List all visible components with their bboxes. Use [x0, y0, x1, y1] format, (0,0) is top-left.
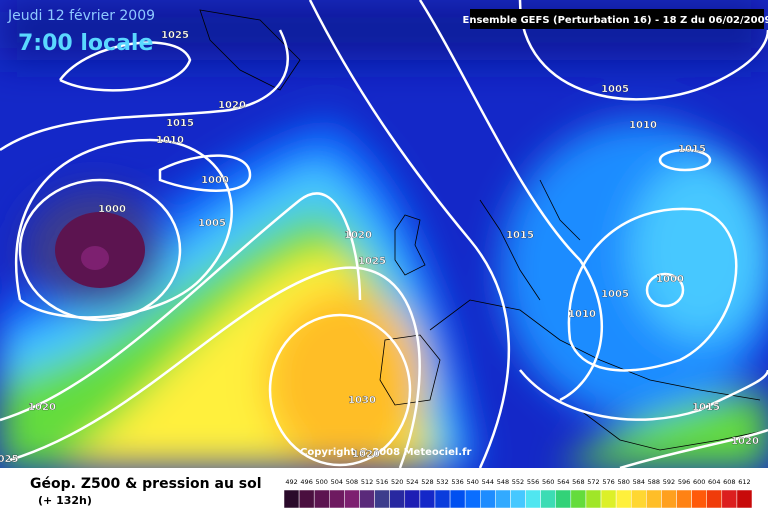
scale-swatch — [464, 489, 481, 509]
scale-swatch — [721, 489, 738, 509]
scale-swatch — [329, 489, 345, 509]
isobar-label: 1000 — [656, 274, 684, 285]
isobar-label: 1010 — [156, 135, 184, 146]
scale-label: 500 — [316, 478, 328, 486]
scale-label: 512 — [361, 478, 373, 486]
isobars — [0, 0, 768, 470]
scale-swatch — [585, 489, 602, 509]
scale-swatch — [283, 489, 300, 509]
scale-label: 568 — [572, 478, 584, 486]
scale-swatch — [555, 489, 572, 509]
scale-label: 560 — [542, 478, 554, 486]
scale-label: 516 — [376, 478, 388, 486]
scale-swatch — [449, 489, 466, 509]
scale-swatch — [661, 489, 677, 509]
scale-label: 524 — [406, 478, 418, 486]
forecast-lead: (+ 132h) — [38, 494, 92, 507]
isobar-label: 1015 — [506, 230, 534, 241]
scale-swatch — [389, 489, 406, 509]
scale-swatch — [691, 489, 707, 509]
scale-swatch — [646, 489, 662, 509]
model-box — [470, 9, 764, 29]
isobar-label: 1005 — [601, 289, 629, 300]
scale-swatch — [510, 489, 526, 509]
isobar-label: 025 — [0, 454, 18, 465]
isobar-label: 1015 — [692, 402, 720, 413]
isobar-label: 1015 — [678, 144, 706, 155]
isobar-label: 1030 — [348, 395, 376, 406]
isobar-label: 1005 — [601, 84, 629, 95]
scale-label: 536 — [451, 478, 463, 486]
isobar-label: 1015 — [166, 118, 194, 129]
isobar-label: 1020 — [344, 230, 372, 241]
scale-label: 508 — [346, 478, 358, 486]
scale-swatch — [525, 489, 541, 509]
scale-label: 600 — [693, 478, 705, 486]
isobar-label: 1000 — [201, 175, 229, 186]
scale-label: 556 — [527, 478, 539, 486]
scale-swatch — [615, 489, 632, 509]
scale-swatch — [736, 489, 753, 509]
scale-swatch — [404, 489, 421, 509]
scale-swatch — [495, 489, 511, 509]
model-info: Ensemble GEFS (Perturbation 16) - 18 Z d… — [463, 15, 768, 26]
isobar-label: 1020 — [28, 402, 56, 413]
isobar-labels: 1025 1020 1015 1010 1000 1000 1005 1020 1025 1030… — [0, 30, 759, 465]
scale-swatch — [630, 489, 647, 509]
scale-swatch — [313, 489, 330, 509]
scale-swatch — [600, 489, 617, 509]
scale-label: 532 — [436, 478, 448, 486]
scale-label: 576 — [602, 478, 614, 486]
footer-title: Géop. Z500 & pression au sol — [30, 476, 262, 492]
scale-swatch — [706, 489, 723, 509]
scale-label: 552 — [512, 478, 524, 486]
color-scale: 492 496 500 504 508 512 516 520 524 528 532 536 540 5… — [283, 478, 753, 509]
scale-label: 496 — [300, 478, 312, 486]
scale-label: 520 — [391, 478, 403, 486]
scale-label: 580 — [617, 478, 629, 486]
scale-swatch — [419, 489, 436, 509]
scale-swatch — [298, 489, 315, 509]
scale-swatch — [344, 489, 360, 509]
scale-label: 584 — [633, 478, 645, 486]
scale-swatch — [480, 489, 496, 509]
isobar-label: 1020 — [731, 436, 759, 447]
isobar-label: 1005 — [198, 218, 226, 229]
scale-swatch — [374, 489, 390, 509]
isobar-label: 1025 — [358, 256, 386, 267]
scale-swatch — [570, 489, 587, 509]
scale-swatch — [540, 489, 556, 509]
coastlines — [199, 9, 768, 451]
scale-label: 504 — [331, 478, 343, 486]
isobar-label: 1020 — [352, 449, 380, 460]
background-field — [0, 0, 768, 470]
scale-label: 604 — [708, 478, 720, 486]
scale-label: 608 — [723, 478, 735, 486]
local-time: 7:00 locale — [18, 31, 153, 56]
scale-label: 528 — [421, 478, 433, 486]
scale-label: 612 — [738, 478, 750, 486]
scale-label: 540 — [466, 478, 478, 486]
isobar-label: 1025 — [161, 30, 189, 41]
copyright: Copyright © 2008 Meteociel.fr — [300, 447, 471, 458]
date: Jeudi 12 février 2009 — [7, 8, 155, 24]
isobar-label: 1010 — [629, 120, 657, 131]
scale-label: 592 — [663, 478, 675, 486]
scale-swatch — [359, 489, 375, 509]
isobar-label: 1000 — [98, 204, 126, 215]
scale-label: 548 — [497, 478, 509, 486]
scale-label: 596 — [678, 478, 690, 486]
isobar-label: 1020 — [218, 100, 246, 111]
scale-label: 544 — [482, 478, 494, 486]
scale-swatch — [434, 489, 451, 509]
scale-label: 564 — [557, 478, 569, 486]
scale-label: 588 — [648, 478, 660, 486]
isobar-label: 1010 — [568, 309, 596, 320]
scale-label: 492 — [285, 478, 297, 486]
scale-swatch — [676, 489, 692, 509]
scale-label: 572 — [587, 478, 599, 486]
